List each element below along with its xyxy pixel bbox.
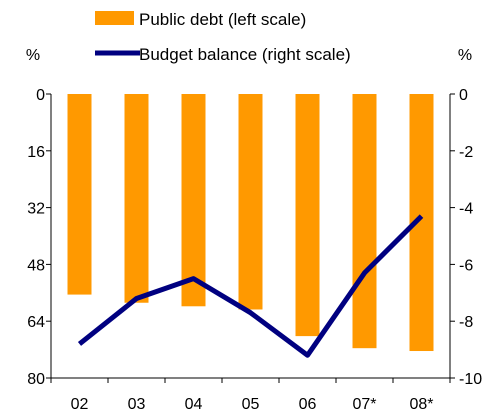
right-tick-label: -10 bbox=[459, 371, 482, 388]
bar-02 bbox=[67, 94, 92, 295]
bar-06 bbox=[295, 94, 320, 337]
left-tick-label: 16 bbox=[27, 144, 45, 161]
right-axis-unit: % bbox=[458, 47, 472, 64]
bar-07 bbox=[352, 94, 377, 349]
legend: Public debt (left scale) Budget balance … bbox=[95, 10, 351, 64]
right-tick-label: -6 bbox=[459, 257, 473, 274]
left-tick-label: 48 bbox=[27, 257, 45, 274]
left-axis-unit: % bbox=[26, 47, 40, 64]
bar-03 bbox=[124, 94, 149, 303]
left-tick-label: 80 bbox=[27, 371, 45, 388]
x-tick-label: 03 bbox=[128, 396, 146, 413]
x-tick-label: 05 bbox=[242, 396, 260, 413]
left-tick-label: 32 bbox=[27, 201, 45, 218]
x-tick-label: 06 bbox=[299, 396, 317, 413]
right-tick-label: 0 bbox=[459, 87, 468, 104]
legend-swatch-public-debt bbox=[95, 11, 134, 25]
right-tick-label: -8 bbox=[459, 314, 473, 331]
x-tick-label: 07* bbox=[352, 396, 376, 413]
x-tick-label: 02 bbox=[71, 396, 89, 413]
legend-label-public-debt: Public debt (left scale) bbox=[139, 10, 306, 29]
x-tick-label: 08* bbox=[409, 396, 433, 413]
bar-05 bbox=[238, 94, 263, 310]
bar-04 bbox=[181, 94, 206, 307]
right-tick-label: -2 bbox=[459, 144, 473, 161]
legend-label-budget-balance: Budget balance (right scale) bbox=[139, 45, 351, 64]
left-tick-label: 64 bbox=[27, 314, 45, 331]
x-tick-label: 04 bbox=[185, 396, 203, 413]
left-tick-label: 0 bbox=[36, 87, 45, 104]
right-tick-label: -4 bbox=[459, 201, 473, 218]
